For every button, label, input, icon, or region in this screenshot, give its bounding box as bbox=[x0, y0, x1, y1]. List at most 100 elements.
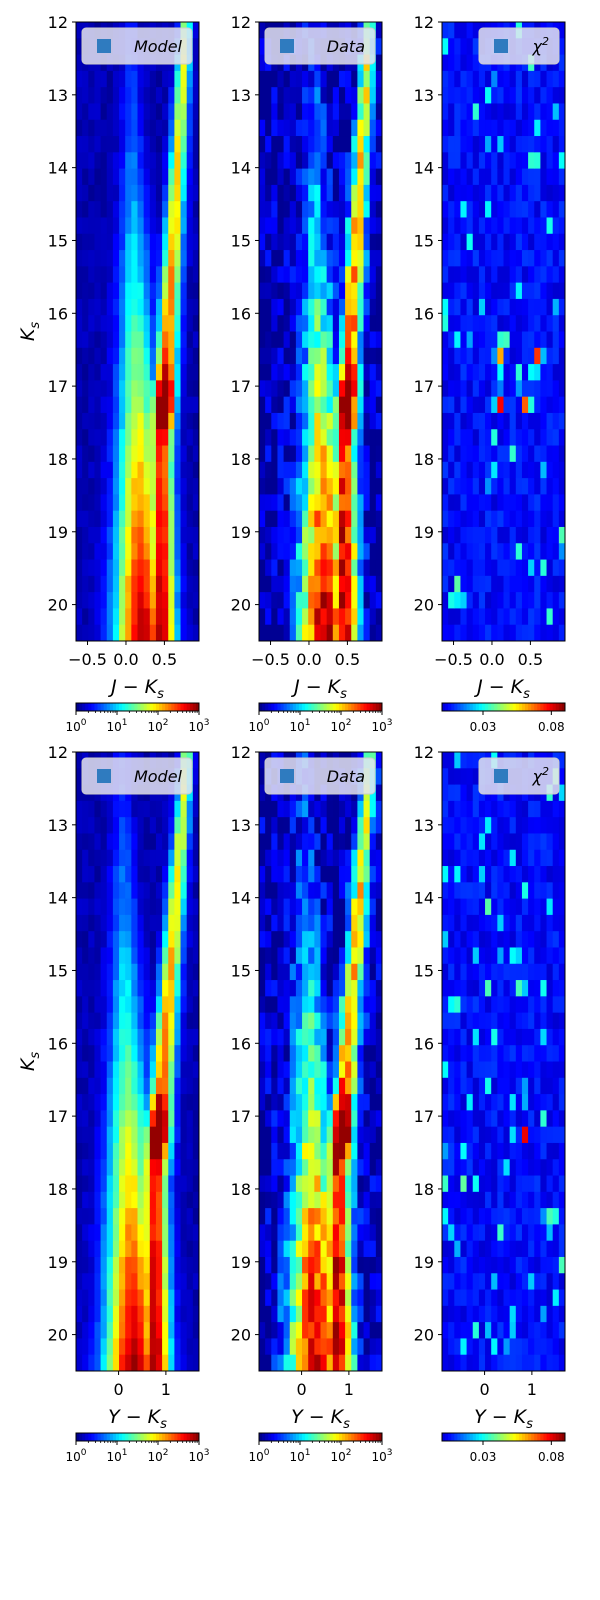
heatmap-cell bbox=[94, 478, 101, 495]
heatmap-cell bbox=[472, 250, 480, 267]
heatmap-cell bbox=[454, 201, 461, 218]
heatmap-cell bbox=[515, 1142, 523, 1160]
heatmap-cell bbox=[314, 184, 321, 202]
heatmap-cell bbox=[478, 1305, 486, 1323]
colorbar-segment bbox=[448, 703, 452, 711]
heatmap-cell bbox=[265, 1045, 272, 1062]
heatmap-cell bbox=[277, 1012, 284, 1030]
heatmap-cell bbox=[174, 624, 181, 642]
heatmap-cell bbox=[369, 1012, 377, 1030]
heatmap-cell bbox=[180, 963, 188, 981]
heatmap-cell bbox=[143, 559, 151, 577]
heatmap-cell bbox=[192, 119, 200, 137]
heatmap-cell bbox=[454, 898, 461, 916]
heatmap-cell bbox=[192, 817, 200, 834]
heatmap-cell bbox=[314, 931, 321, 948]
heatmap-cell bbox=[289, 833, 297, 851]
heatmap-cell bbox=[277, 931, 284, 948]
heatmap-cell bbox=[332, 1175, 340, 1193]
heatmap-cell bbox=[357, 70, 364, 88]
heatmap-cell bbox=[174, 119, 181, 137]
heatmap-cell bbox=[283, 882, 291, 900]
heatmap-cell bbox=[454, 526, 461, 544]
heatmap-cell bbox=[308, 331, 315, 349]
heatmap-cell bbox=[88, 817, 95, 834]
heatmap-cell bbox=[112, 898, 120, 916]
heatmap-cell bbox=[466, 1191, 474, 1209]
heatmap-cell bbox=[345, 103, 352, 121]
heatmap-cell bbox=[558, 54, 566, 72]
heatmap-cell bbox=[320, 526, 328, 544]
heatmap-cell bbox=[442, 1175, 449, 1193]
heatmap-cell bbox=[265, 282, 272, 300]
heatmap-cell bbox=[472, 1191, 480, 1209]
heatmap-cell bbox=[302, 1208, 309, 1225]
colorbar-segment bbox=[97, 1433, 102, 1441]
heatmap-cell bbox=[174, 833, 181, 851]
heatmap-cell bbox=[332, 1012, 340, 1030]
heatmap-cell bbox=[369, 70, 377, 88]
heatmap-cell bbox=[521, 898, 529, 916]
heatmap-cell bbox=[137, 380, 145, 398]
heatmap-cell bbox=[503, 429, 511, 446]
heatmap-cell bbox=[363, 461, 371, 479]
heatmap-cell bbox=[326, 184, 334, 202]
heatmap-cell bbox=[119, 526, 126, 544]
heatmap-cell bbox=[369, 608, 377, 626]
heatmap-cell bbox=[259, 168, 266, 186]
colorbar-segment bbox=[338, 703, 343, 711]
heatmap-cell bbox=[308, 1256, 315, 1274]
heatmap-cell bbox=[478, 575, 486, 593]
colorbar-tick-exp: 0 bbox=[81, 718, 87, 728]
colorbar-segment bbox=[555, 703, 560, 711]
heatmap-cell bbox=[192, 1061, 200, 1079]
heatmap-cell bbox=[460, 1338, 467, 1356]
heatmap-cell bbox=[528, 1289, 535, 1307]
heatmap-cell bbox=[472, 800, 480, 818]
colorbar-segment bbox=[342, 703, 346, 711]
heatmap-cell bbox=[112, 1028, 120, 1046]
heatmap-cell bbox=[271, 119, 278, 137]
heatmap-cell bbox=[283, 250, 291, 267]
colorbar-tick-label: 102 bbox=[330, 1448, 351, 1464]
heatmap-cell bbox=[503, 1110, 511, 1128]
heatmap-cell bbox=[314, 817, 321, 834]
heatmap-cell bbox=[162, 1322, 169, 1339]
heatmap-cell bbox=[503, 817, 511, 834]
heatmap-cell bbox=[528, 510, 535, 528]
heatmap-cell bbox=[314, 866, 321, 883]
heatmap-cell bbox=[534, 833, 541, 851]
heatmap-cell bbox=[155, 947, 163, 965]
heatmap-cell bbox=[119, 1191, 126, 1209]
heatmap-cell bbox=[478, 478, 486, 495]
heatmap-cell bbox=[338, 608, 346, 626]
colorbar-segment bbox=[94, 703, 98, 711]
heatmap-cell bbox=[357, 1045, 364, 1062]
heatmap-cell bbox=[491, 800, 498, 818]
heatmap-cell bbox=[546, 315, 554, 332]
colorbar-segment bbox=[192, 1433, 197, 1441]
heatmap-cell bbox=[186, 412, 194, 430]
heatmap-cell bbox=[540, 1077, 547, 1095]
heatmap-cell bbox=[351, 152, 358, 170]
heatmap-cell bbox=[534, 461, 541, 479]
heatmap-cell bbox=[521, 364, 529, 381]
colorbar-segment bbox=[177, 1433, 181, 1441]
heatmap-cell bbox=[460, 168, 467, 186]
heatmap-cell bbox=[478, 800, 486, 818]
heatmap-cell bbox=[94, 1208, 101, 1225]
heatmap-cell bbox=[137, 168, 145, 186]
heatmap-cell bbox=[515, 217, 523, 235]
heatmap-cell bbox=[442, 1322, 449, 1339]
heatmap-cell bbox=[442, 412, 449, 430]
heatmap-cell bbox=[180, 914, 188, 932]
heatmap-cell bbox=[363, 510, 371, 528]
heatmap-cell bbox=[259, 849, 266, 867]
heatmap-cell bbox=[162, 70, 169, 88]
heatmap-cell bbox=[509, 1142, 517, 1160]
heatmap-cell bbox=[295, 963, 303, 981]
heatmap-cell bbox=[277, 152, 284, 170]
heatmap-cell bbox=[369, 478, 377, 495]
heatmap-cell bbox=[369, 364, 377, 381]
heatmap-cell bbox=[259, 1273, 266, 1290]
